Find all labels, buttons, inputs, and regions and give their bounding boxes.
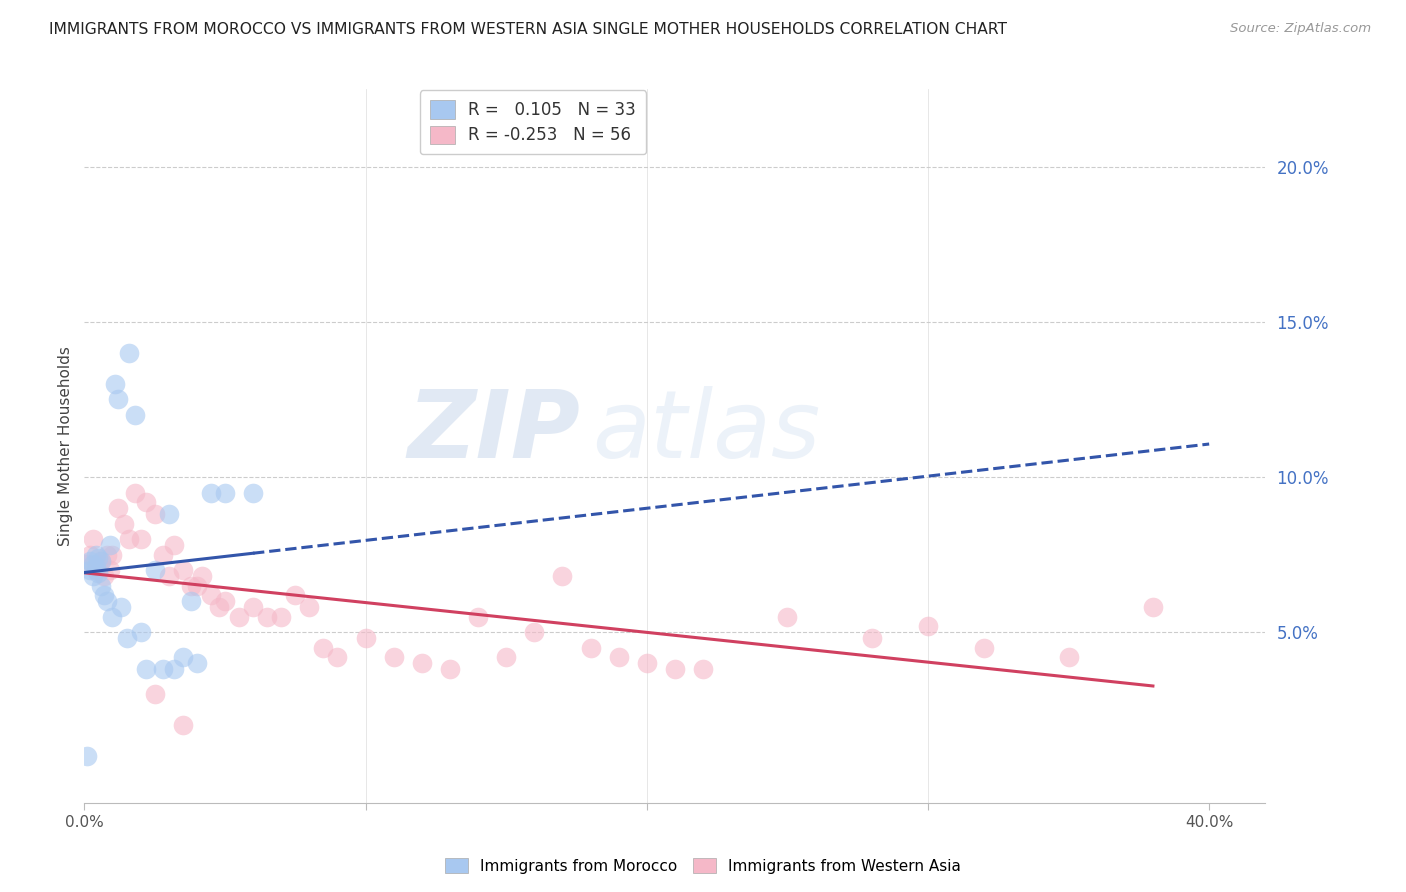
Point bbox=[82, 557, 104, 571]
Point bbox=[129, 625, 152, 640]
Point bbox=[326, 650, 349, 665]
Point bbox=[76, 749, 98, 764]
Text: IMMIGRANTS FROM MOROCCO VS IMMIGRANTS FROM WESTERN ASIA SINGLE MOTHER HOUSEHOLDS: IMMIGRANTS FROM MOROCCO VS IMMIGRANTS FR… bbox=[49, 22, 1007, 37]
Text: Source: ZipAtlas.com: Source: ZipAtlas.com bbox=[1230, 22, 1371, 36]
Point bbox=[118, 532, 141, 546]
Point bbox=[439, 662, 461, 676]
Text: atlas: atlas bbox=[592, 386, 821, 477]
Point bbox=[104, 376, 127, 391]
Point bbox=[208, 600, 231, 615]
Point bbox=[523, 625, 546, 640]
Point bbox=[551, 569, 574, 583]
Point bbox=[107, 392, 129, 407]
Point bbox=[115, 632, 138, 646]
Point bbox=[79, 563, 101, 577]
Point bbox=[87, 566, 110, 581]
Point bbox=[172, 650, 194, 665]
Point bbox=[180, 579, 202, 593]
Point bbox=[90, 579, 112, 593]
Point bbox=[664, 662, 686, 676]
Point bbox=[636, 656, 658, 670]
Point bbox=[84, 548, 107, 562]
Point bbox=[607, 650, 630, 665]
Point bbox=[973, 640, 995, 655]
Point bbox=[270, 609, 292, 624]
Point bbox=[84, 560, 107, 574]
Point bbox=[124, 485, 146, 500]
Point bbox=[579, 640, 602, 655]
Point bbox=[98, 538, 121, 552]
Point bbox=[467, 609, 489, 624]
Point bbox=[860, 632, 883, 646]
Point bbox=[98, 563, 121, 577]
Point bbox=[354, 632, 377, 646]
Point bbox=[242, 485, 264, 500]
Point bbox=[172, 563, 194, 577]
Point bbox=[124, 408, 146, 422]
Point bbox=[692, 662, 714, 676]
Point bbox=[101, 609, 124, 624]
Y-axis label: Single Mother Households: Single Mother Households bbox=[58, 346, 73, 546]
Point bbox=[1057, 650, 1080, 665]
Point bbox=[82, 569, 104, 583]
Point bbox=[228, 609, 250, 624]
Point bbox=[84, 563, 107, 577]
Point bbox=[90, 554, 112, 568]
Point bbox=[186, 656, 208, 670]
Point bbox=[411, 656, 433, 670]
Point bbox=[143, 687, 166, 701]
Legend: Immigrants from Morocco, Immigrants from Western Asia: Immigrants from Morocco, Immigrants from… bbox=[439, 852, 967, 880]
Point bbox=[112, 516, 135, 531]
Point bbox=[284, 588, 307, 602]
Point bbox=[79, 554, 101, 568]
Point bbox=[200, 485, 222, 500]
Point bbox=[242, 600, 264, 615]
Point bbox=[93, 569, 115, 583]
Point bbox=[96, 548, 118, 562]
Point bbox=[90, 554, 112, 568]
Point bbox=[180, 594, 202, 608]
Point bbox=[495, 650, 517, 665]
Point bbox=[186, 579, 208, 593]
Point bbox=[135, 495, 157, 509]
Point bbox=[776, 609, 799, 624]
Point bbox=[101, 548, 124, 562]
Point bbox=[143, 508, 166, 522]
Point bbox=[87, 550, 110, 565]
Point bbox=[298, 600, 321, 615]
Point bbox=[917, 619, 939, 633]
Legend: R =   0.105   N = 33, R = -0.253   N = 56: R = 0.105 N = 33, R = -0.253 N = 56 bbox=[420, 90, 647, 154]
Point bbox=[200, 588, 222, 602]
Point bbox=[157, 569, 180, 583]
Point bbox=[129, 532, 152, 546]
Point bbox=[157, 508, 180, 522]
Point bbox=[79, 548, 101, 562]
Point bbox=[312, 640, 335, 655]
Point bbox=[1142, 600, 1164, 615]
Point bbox=[96, 594, 118, 608]
Point bbox=[110, 600, 132, 615]
Point bbox=[163, 662, 186, 676]
Point bbox=[256, 609, 278, 624]
Point bbox=[107, 501, 129, 516]
Point bbox=[382, 650, 405, 665]
Point bbox=[214, 594, 236, 608]
Point bbox=[214, 485, 236, 500]
Point bbox=[163, 538, 186, 552]
Text: ZIP: ZIP bbox=[408, 385, 581, 478]
Point bbox=[76, 557, 98, 571]
Point bbox=[135, 662, 157, 676]
Point bbox=[118, 346, 141, 360]
Point bbox=[191, 569, 214, 583]
Point bbox=[87, 557, 110, 571]
Point bbox=[172, 718, 194, 732]
Point bbox=[152, 662, 174, 676]
Point bbox=[143, 563, 166, 577]
Point bbox=[93, 588, 115, 602]
Point bbox=[82, 532, 104, 546]
Point bbox=[152, 548, 174, 562]
